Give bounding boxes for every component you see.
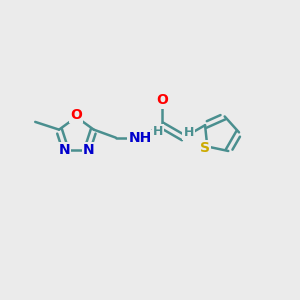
Text: H: H [184, 126, 194, 139]
Text: O: O [156, 93, 168, 107]
Text: O: O [70, 108, 82, 122]
Text: H: H [153, 124, 164, 138]
Text: N: N [83, 143, 94, 157]
Text: N: N [58, 143, 70, 157]
Text: NH: NH [128, 131, 152, 145]
Text: S: S [200, 141, 210, 155]
